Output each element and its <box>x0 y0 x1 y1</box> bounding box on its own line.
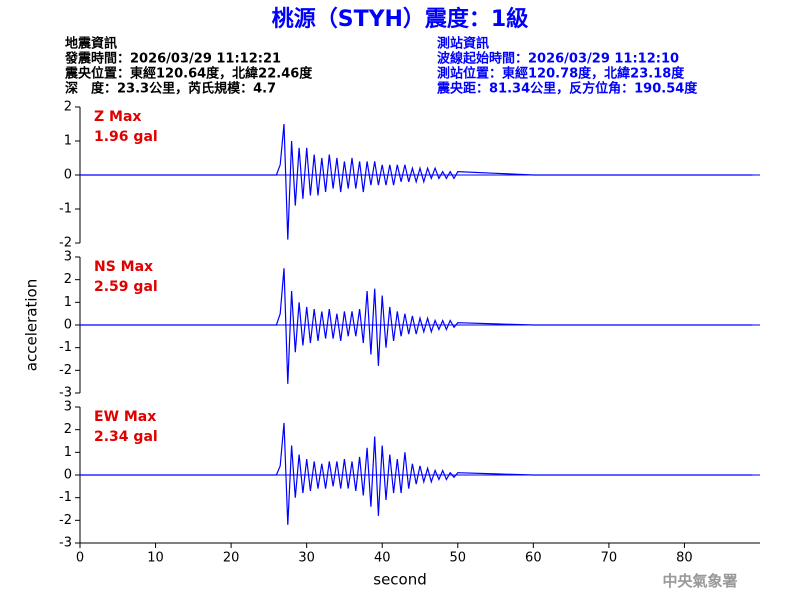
y-tick-label: 1 <box>64 445 72 460</box>
y-tick-label: -1 <box>59 202 72 217</box>
x-tick-label: 70 <box>601 551 618 566</box>
panel-label: 2.59 gal <box>94 279 158 295</box>
event-info: 震央位置：東經120.64度，北緯22.46度 <box>64 66 313 82</box>
x-tick-label: 10 <box>147 551 164 566</box>
panel-label: NS Max <box>94 259 153 275</box>
x-tick-label: 60 <box>525 551 542 566</box>
panel-label: 1.96 gal <box>94 129 158 145</box>
x-tick-label: 0 <box>76 551 84 566</box>
x-tick-label: 20 <box>223 551 240 566</box>
station-info: 震央距：81.34公里，反方位角：190.54度 <box>436 81 698 97</box>
waveform <box>80 422 753 525</box>
event-info: 發震時間：2026/03/29 11:12:21 <box>64 51 281 67</box>
waveform <box>80 123 753 240</box>
y-tick-label: -2 <box>59 363 72 378</box>
event-info: 深 度：23.3公里，芮氏規模：4.7 <box>65 81 276 97</box>
y-tick-label: -1 <box>59 490 72 505</box>
panel-label: EW Max <box>94 409 156 425</box>
y-tick-label: 2 <box>64 272 72 287</box>
x-tick-label: 80 <box>676 551 693 566</box>
y-tick-label: 1 <box>64 295 72 310</box>
waveform <box>80 268 753 384</box>
panel-label: 2.34 gal <box>94 429 158 445</box>
y-tick-label: -2 <box>59 236 72 251</box>
y-tick-label: 3 <box>64 250 72 265</box>
y-tick-label: 2 <box>64 100 72 115</box>
station-info: 測站位置：東經120.78度，北緯23.18度 <box>437 66 685 82</box>
y-tick-label: 0 <box>64 168 72 183</box>
y-tick-label: -3 <box>59 536 72 551</box>
y-axis-label: acceleration <box>23 279 41 371</box>
panel-label: Z Max <box>94 109 141 125</box>
y-tick-label: -3 <box>59 386 72 401</box>
y-tick-label: 2 <box>64 422 72 437</box>
y-tick-label: 3 <box>64 400 72 415</box>
watermark: 中央氣象署 <box>662 572 737 590</box>
y-tick-label: 0 <box>64 468 72 483</box>
y-tick-label: -1 <box>59 340 72 355</box>
x-tick-label: 30 <box>298 551 315 566</box>
y-tick-label: 1 <box>64 134 72 149</box>
title: 桃源（STYH）震度：1級 <box>272 6 529 32</box>
x-tick-label: 40 <box>374 551 391 566</box>
y-tick-label: 0 <box>64 318 72 333</box>
event-info: 地震資訊 <box>65 36 117 52</box>
station-info: 波線起始時間：2026/03/29 11:12:10 <box>437 51 679 67</box>
x-tick-label: 50 <box>450 551 467 566</box>
x-axis-label: second <box>373 571 427 589</box>
y-tick-label: -2 <box>59 513 72 528</box>
station-info: 測站資訊 <box>437 36 489 52</box>
